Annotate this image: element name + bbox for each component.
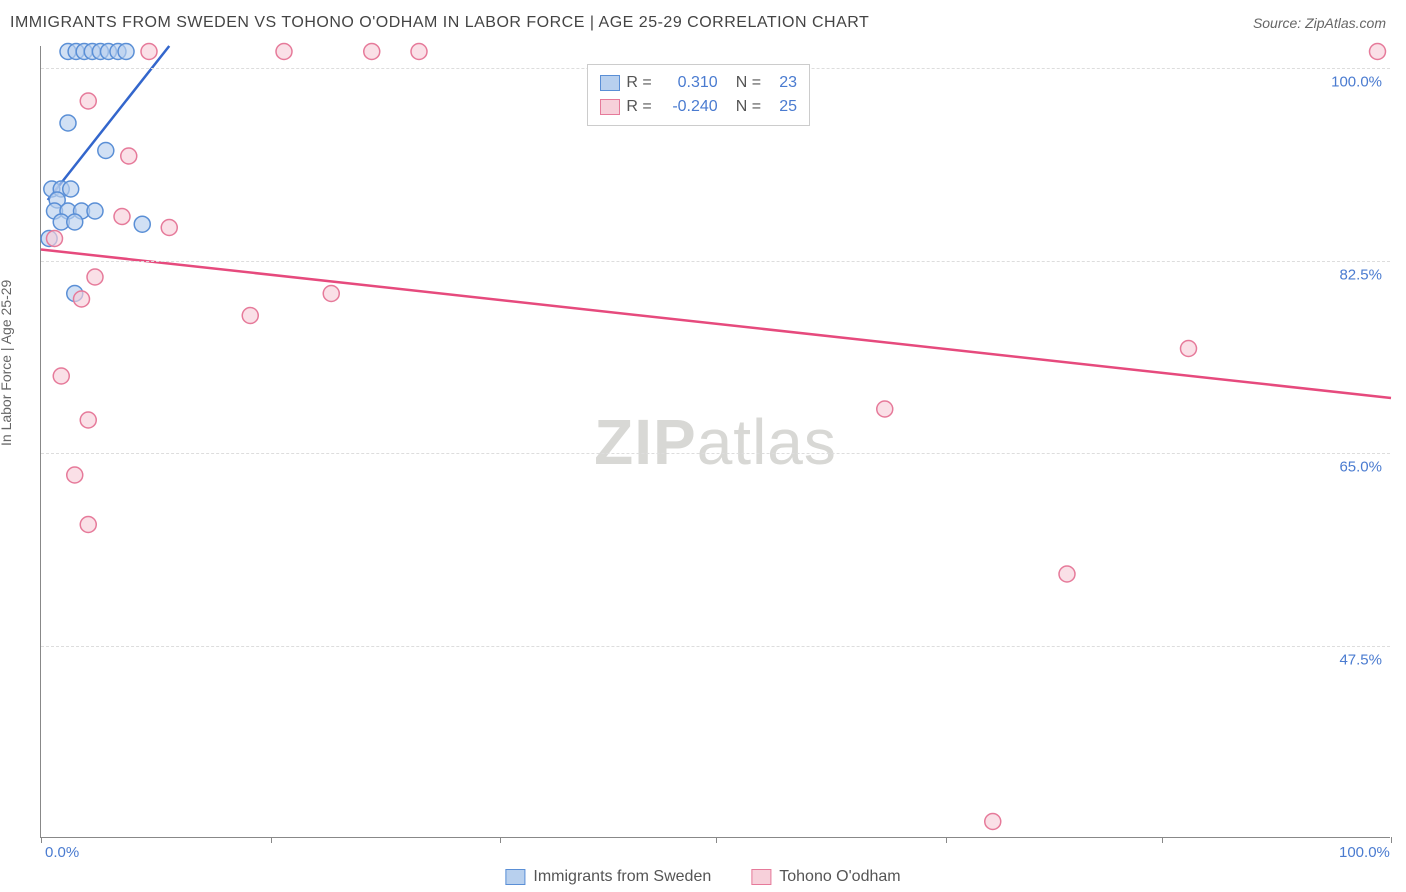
y-axis-label: In Labor Force | Age 25-29: [0, 280, 14, 446]
y-tick-label: 82.5%: [1339, 266, 1382, 283]
data-point: [63, 181, 79, 197]
data-point: [98, 143, 114, 159]
stats-legend-row: R =0.310N =23: [600, 71, 797, 95]
data-point: [60, 115, 76, 131]
bottom-legend: Immigrants from Sweden Tohono O'odham: [505, 868, 900, 886]
data-point: [121, 148, 137, 164]
x-tick: [1391, 837, 1392, 843]
stats-legend: R =0.310N =23R =-0.240N =25: [587, 64, 810, 126]
data-point: [323, 286, 339, 302]
legend-item: Tohono O'odham: [751, 868, 900, 886]
chart-header: IMMIGRANTS FROM SWEDEN VS TOHONO O'ODHAM…: [0, 0, 1406, 46]
data-point: [985, 814, 1001, 830]
legend-swatch: [751, 869, 771, 885]
data-point: [80, 412, 96, 428]
data-point: [118, 44, 134, 60]
trend-line: [41, 250, 1391, 399]
gridline: [41, 453, 1390, 454]
data-point: [87, 269, 103, 285]
x-tick: [41, 837, 42, 843]
data-point: [161, 220, 177, 236]
legend-item: Immigrants from Sweden: [505, 868, 711, 886]
x-tick: [500, 837, 501, 843]
data-point: [276, 44, 292, 60]
data-point: [80, 93, 96, 109]
y-tick-label: 65.0%: [1339, 459, 1382, 476]
x-tick-label: 100.0%: [1339, 844, 1390, 861]
source-text: Source: ZipAtlas.com: [1253, 15, 1386, 31]
chart-title: IMMIGRANTS FROM SWEDEN VS TOHONO O'ODHAM…: [10, 14, 869, 32]
data-point: [134, 216, 150, 232]
legend-swatch: [600, 99, 620, 115]
legend-swatch: [600, 75, 620, 91]
data-point: [141, 44, 157, 60]
gridline: [41, 646, 1390, 647]
x-tick-label: 0.0%: [45, 844, 79, 861]
data-point: [411, 44, 427, 60]
gridline: [41, 261, 1390, 262]
x-tick: [716, 837, 717, 843]
data-point: [53, 368, 69, 384]
data-point: [114, 209, 130, 225]
data-point: [877, 401, 893, 417]
legend-label: Immigrants from Sweden: [533, 868, 711, 886]
legend-label: Tohono O'odham: [779, 868, 900, 886]
y-tick-label: 100.0%: [1331, 74, 1382, 91]
data-point: [1059, 566, 1075, 582]
data-point: [87, 203, 103, 219]
data-point: [1181, 341, 1197, 357]
x-tick: [1162, 837, 1163, 843]
data-point: [74, 291, 90, 307]
stats-legend-row: R =-0.240N =25: [600, 95, 797, 119]
data-point: [67, 214, 83, 230]
data-point: [80, 517, 96, 533]
data-point: [1370, 44, 1386, 60]
y-tick-label: 47.5%: [1339, 651, 1382, 668]
data-point: [242, 308, 258, 324]
x-tick: [946, 837, 947, 843]
data-point: [47, 231, 63, 247]
legend-swatch: [505, 869, 525, 885]
data-point: [364, 44, 380, 60]
chart-svg: [41, 46, 1390, 837]
data-point: [67, 467, 83, 483]
plot-area: ZIPatlas 47.5%65.0%82.5%100.0%0.0%100.0%…: [40, 46, 1390, 838]
x-tick: [271, 837, 272, 843]
